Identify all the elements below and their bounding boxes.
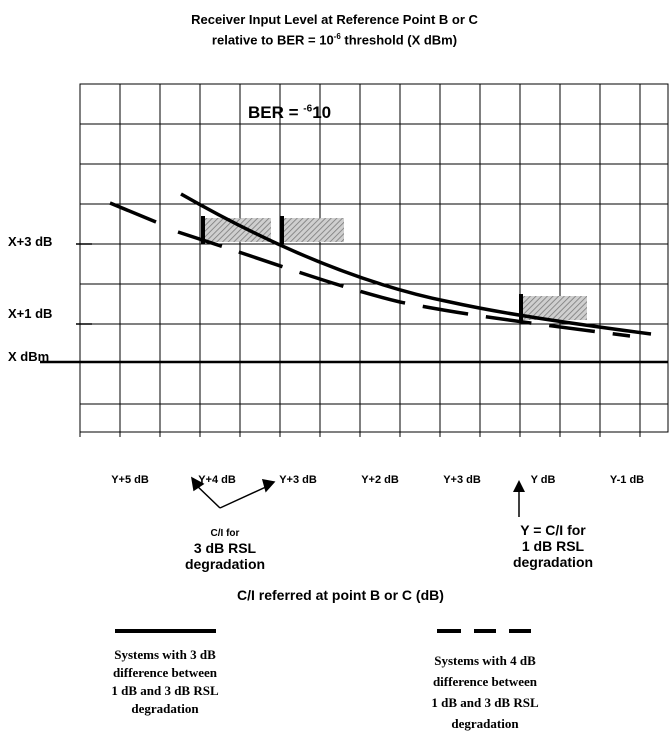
title-line2-sup: -6 xyxy=(333,32,341,41)
x-tick-label: Y+5 dB xyxy=(111,474,149,486)
arrow-left-head xyxy=(191,476,205,492)
x-axis-label: C/I referred at point B or C (dB) xyxy=(237,587,444,603)
legend-dashed-line3: 1 dB and 3 dB RSL xyxy=(431,695,539,710)
legend-solid-line3: 1 dB and 3 dB RSL xyxy=(111,683,219,698)
title-line2-post: threshold (X dBm) xyxy=(340,32,458,48)
x-tick-label: Y+3 dB xyxy=(443,474,481,486)
ci-3db-line2: degradation xyxy=(184,556,266,572)
y-label-x3db: X+3 dB xyxy=(8,234,53,249)
arrow-right-head xyxy=(261,479,276,493)
x-tick-label: Y-1 dB xyxy=(609,474,645,486)
legend-solid-line1: Systems with 3 dB xyxy=(114,647,216,662)
x-tick-label: Y+4 dB xyxy=(198,474,236,486)
arrow-right-shaft xyxy=(219,485,269,509)
legend-solid-line2: difference between xyxy=(112,665,218,680)
grid-horizontal-lines xyxy=(80,123,668,405)
ber-label-sup: -6 xyxy=(303,103,313,115)
dashed-curve xyxy=(177,230,631,338)
ci-1db-line0: Y = C/I for xyxy=(520,522,586,538)
legend-dashed-line2: difference between xyxy=(432,674,538,689)
grid-vertical-lines xyxy=(119,84,641,432)
ci-1db-arrow xyxy=(513,480,525,517)
x-tick-label: Y+3 dB xyxy=(279,474,317,486)
ci-1db-annotation: Y = C/I for 1 dB RSL degradation xyxy=(478,522,628,570)
hatched-box-2 xyxy=(284,218,344,242)
grid-frame xyxy=(79,83,669,433)
legend-solid-line4: degradation xyxy=(131,701,199,716)
solid-curve-main xyxy=(180,192,652,336)
legend-solid-text: Systems with 3 dB difference between 1 d… xyxy=(80,646,250,718)
hatched-boxes xyxy=(201,216,587,322)
ber-label-post: 10 xyxy=(312,103,332,122)
ber-label-pre: BER = xyxy=(248,103,304,122)
diagram-title-line1: Receiver Input Level at Reference Point … xyxy=(191,12,478,27)
title-line2-pre: relative to BER = 10 xyxy=(211,32,334,48)
legend-dashed-text: Systems with 4 dB difference between 1 d… xyxy=(400,650,570,734)
hatched-box-1 xyxy=(205,218,271,242)
x-tick-label: Y dB xyxy=(530,474,556,486)
ci-3db-arrows xyxy=(191,476,276,509)
ci-1db-line2: degradation xyxy=(512,554,594,570)
grid xyxy=(79,83,669,437)
legend-dashed-line4: degradation xyxy=(451,716,519,731)
ci-3db-line1: 3 dB RSL xyxy=(193,540,257,556)
x-tick-label: Y+2 dB xyxy=(361,474,399,486)
ber-label: BER = -610 xyxy=(248,103,331,123)
ci-3db-annotation: C/I for 3 dB RSL degradation xyxy=(170,528,280,572)
legend-dashed-line1: Systems with 4 dB xyxy=(434,653,536,668)
solid-curve xyxy=(109,192,652,336)
diagram-title-line2: relative to BER = 10-6 threshold (X dBm) xyxy=(0,29,669,48)
y-label-x1db: X+1 dB xyxy=(8,306,53,321)
dashed-curve-main xyxy=(177,230,631,338)
y-label-xdbm: X dBm xyxy=(8,349,50,364)
x-tick-marks xyxy=(79,432,641,437)
ci-1db-line1: 1 dB RSL xyxy=(521,538,585,554)
ci-3db-prefix: C/I for xyxy=(210,528,240,539)
solid-curve-left-segment xyxy=(109,201,157,224)
